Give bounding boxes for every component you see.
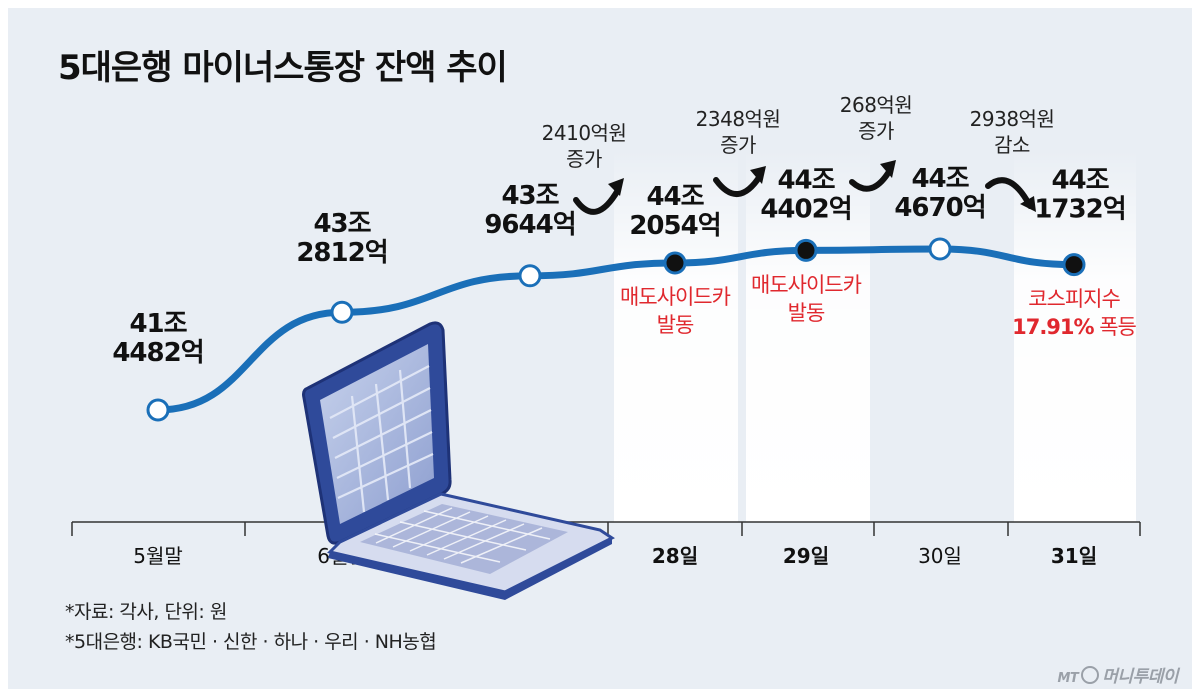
brand-circle-icon (1081, 666, 1100, 684)
data-point (330, 300, 354, 324)
value-label: 44조 4670억 (894, 164, 985, 223)
data-point (518, 264, 542, 288)
change-label: 2410억원 증가 (542, 121, 627, 171)
highlight-band (614, 150, 738, 522)
x-tick-label: 31일 (1051, 544, 1097, 568)
x-tick-label: 28일 (652, 544, 698, 568)
x-tick-label: 5월말 (133, 544, 183, 568)
highlight-band (1014, 150, 1136, 522)
chart-title: 5대은행 마이너스통장 잔액 추이 (58, 48, 508, 88)
value-label: 41조 4482억 (112, 309, 203, 368)
value-label: 43조 9644억 (484, 181, 575, 240)
change-label: 2938억원 감소 (970, 107, 1055, 157)
value-label: 44조 1732억 (1034, 166, 1125, 225)
highlight-band (746, 150, 870, 522)
x-tick-label: 30일 (918, 544, 962, 568)
brand-name: 머니투데이 (1102, 667, 1178, 687)
chart-panel (8, 8, 1192, 689)
arrow-head-icon (750, 166, 766, 184)
value-label: 44조 2054억 (629, 182, 720, 241)
data-point (1062, 253, 1086, 277)
data-point (794, 238, 818, 262)
value-label: 43조 2812억 (296, 209, 387, 268)
arrow-head-icon (1020, 196, 1036, 212)
change-arrow-icon (713, 173, 763, 198)
laptop-illustration (302, 321, 615, 600)
data-point (663, 251, 687, 275)
data-point (146, 398, 170, 422)
arrow-head-icon (880, 160, 896, 178)
arrow-head-icon (608, 178, 624, 196)
brand-logo: MT 머니투데이 (1057, 666, 1178, 687)
banks-note: *5대은행: KB국민 · 신한 · 하나 · 우리 · NH농협 (65, 631, 437, 653)
change-label: 2348억원 증가 (696, 107, 781, 157)
change-arrow-icon (849, 167, 893, 192)
event-label: 코스피지수 17.91% 폭등 (1012, 287, 1136, 339)
change-arrow-icon (573, 187, 621, 215)
value-label: 44조 4402억 (760, 165, 851, 224)
source-note: *자료: 각사, 단위: 원 (65, 601, 227, 623)
event-label: 매도사이드카 발동 (620, 285, 731, 337)
event-label: 매도사이드카 발동 (751, 273, 862, 325)
change-label: 268억원 증가 (840, 93, 912, 143)
x-tick-label: 29일 (783, 544, 829, 568)
data-point (928, 237, 952, 261)
